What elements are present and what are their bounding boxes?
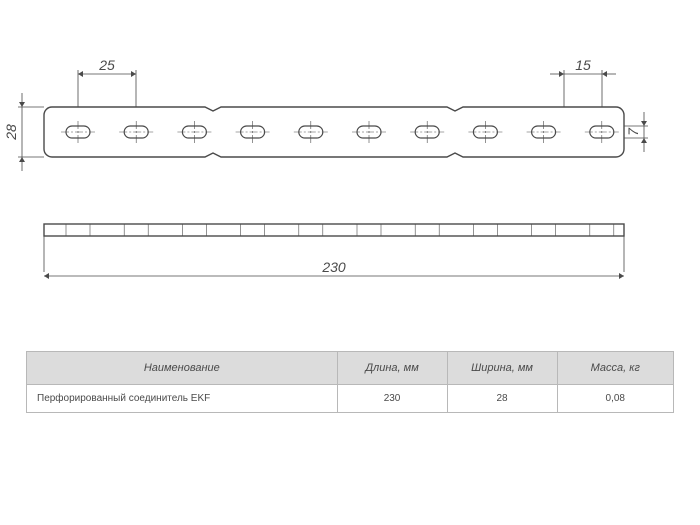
cell-name: Перфорированный соединитель EKF (27, 385, 338, 413)
svg-text:25: 25 (98, 57, 115, 73)
spec-table: Наименование Длина, мм Ширина, мм Масса,… (26, 351, 674, 413)
table-header-row: Наименование Длина, мм Ширина, мм Масса,… (27, 352, 674, 385)
cell-length: 230 (337, 385, 447, 413)
svg-text:230: 230 (321, 259, 346, 275)
svg-text:7: 7 (625, 127, 641, 136)
col-header-length: Длина, мм (337, 352, 447, 385)
svg-text:15: 15 (575, 57, 591, 73)
cell-width: 28 (447, 385, 557, 413)
svg-text:28: 28 (3, 124, 19, 141)
table-row: Перфорированный соединитель EKF 230 28 0… (27, 385, 674, 413)
cell-mass: 0,08 (557, 385, 673, 413)
col-header-mass: Масса, кг (557, 352, 673, 385)
col-header-width: Ширина, мм (447, 352, 557, 385)
col-header-name: Наименование (27, 352, 338, 385)
technical-drawing: 25 15 28 7 230 (0, 0, 700, 340)
